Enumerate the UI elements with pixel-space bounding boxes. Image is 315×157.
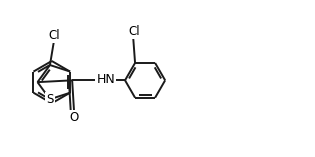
Text: Cl: Cl — [128, 25, 140, 38]
Text: HN: HN — [96, 73, 115, 86]
Text: Cl: Cl — [49, 29, 60, 42]
Text: S: S — [46, 93, 54, 106]
Text: O: O — [69, 111, 79, 124]
